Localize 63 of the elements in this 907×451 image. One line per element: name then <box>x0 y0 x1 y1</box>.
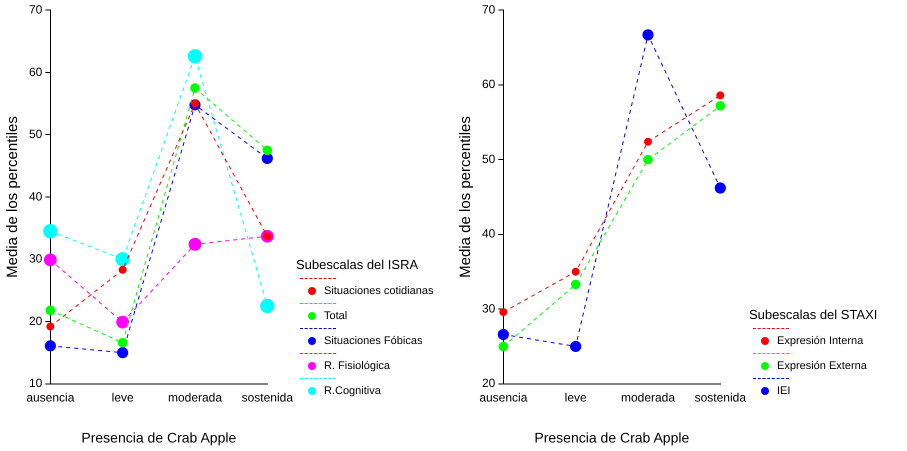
point <box>116 316 130 329</box>
y-tick-label: 30 <box>28 252 43 266</box>
y-axis-title: Media de los percentiles <box>4 116 22 278</box>
y-tick-label: 20 <box>28 314 43 328</box>
point <box>118 338 128 348</box>
point <box>44 253 57 266</box>
x-tick-label: leve <box>564 390 587 404</box>
legend-title: Subescalas del STAXI <box>749 307 878 322</box>
point <box>716 101 726 111</box>
point <box>498 342 508 352</box>
point <box>188 238 202 251</box>
point <box>118 266 127 274</box>
point <box>44 340 56 352</box>
legend-label: Situaciones cotidianas <box>324 285 434 297</box>
y-tick-label: 10 <box>28 376 43 390</box>
y-tick-label: 40 <box>482 226 496 241</box>
point <box>572 268 580 276</box>
legend-label: Total <box>324 310 348 322</box>
y-tick-label: 70 <box>482 2 496 17</box>
point <box>190 83 200 93</box>
point <box>570 340 582 352</box>
point <box>716 91 724 100</box>
point <box>643 154 653 164</box>
point <box>46 322 54 331</box>
point <box>262 146 272 156</box>
point <box>115 252 130 266</box>
point <box>117 347 128 358</box>
legend-label: R. Fisiológica <box>324 360 390 372</box>
y-axis-title: Media de los percentiles <box>457 116 474 278</box>
y-tick-label: 30 <box>482 301 496 316</box>
y-tick-label: 60 <box>28 64 43 79</box>
point <box>644 138 652 146</box>
point <box>260 298 275 314</box>
legend-label: Expresión Externa <box>777 360 867 372</box>
point <box>714 182 726 194</box>
x-axis-title: Presencia de Crab Apple <box>534 429 690 446</box>
x-tick-label: sostenida <box>242 390 294 404</box>
y-tick-label: 50 <box>482 152 496 166</box>
point <box>43 224 58 238</box>
point <box>46 306 56 316</box>
legend-label: Situaciones Fóbicas <box>324 335 422 347</box>
y-tick-label: 60 <box>482 77 496 92</box>
legend-label: R.Cognitiva <box>324 385 381 397</box>
x-tick-label: leve <box>112 390 134 404</box>
legend-label: Expresión Interna <box>777 335 864 347</box>
point <box>188 49 202 64</box>
x-tick-label: ausencia <box>26 390 75 404</box>
y-tick-label: 70 <box>28 2 43 17</box>
point <box>498 328 509 340</box>
x-tick-label: moderada <box>620 390 676 404</box>
point <box>570 280 580 290</box>
x-tick-label: sostenida <box>694 390 746 404</box>
x-tick-label: ausencia <box>479 390 528 404</box>
legend-label: IEI <box>777 385 790 397</box>
y-tick-label: 20 <box>482 376 496 390</box>
x-tick-label: moderada <box>168 390 222 404</box>
point <box>499 308 508 316</box>
point <box>262 152 273 164</box>
y-tick-label: 40 <box>28 189 43 204</box>
legend-title: Subescalas del ISRA <box>296 257 420 272</box>
point <box>642 29 654 40</box>
x-axis-title: Presencia de Crab Apple <box>81 429 236 446</box>
y-tick-label: 50 <box>28 127 43 142</box>
